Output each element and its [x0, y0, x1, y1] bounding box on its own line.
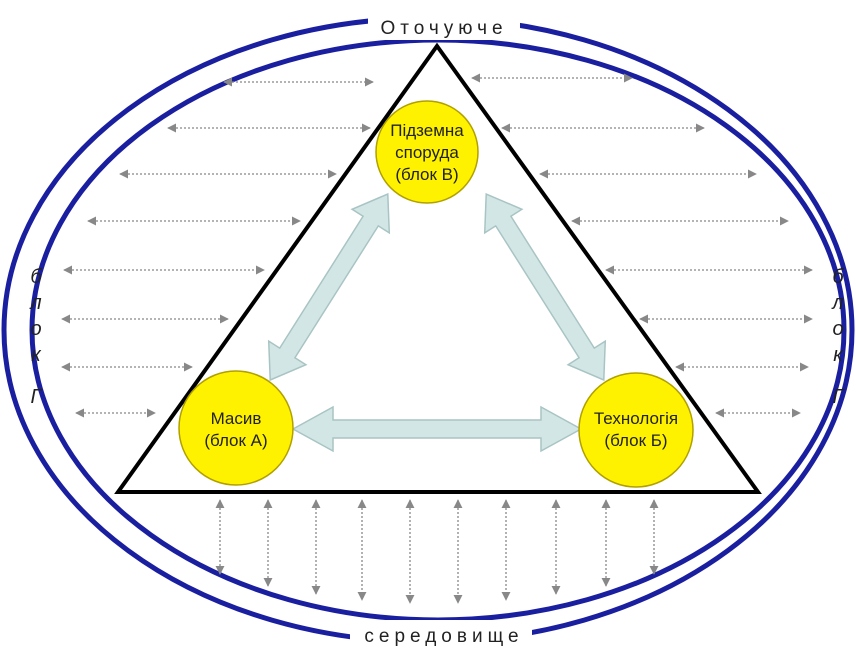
node-right: Технологія (блок Б)	[578, 372, 694, 488]
node-left-line2: (блок А)	[204, 431, 267, 450]
left-letter-5: Г	[31, 386, 44, 408]
left-letter-2: л	[29, 292, 41, 314]
node-right-line1: Технологія	[594, 409, 678, 428]
node-top: Підземна споруда (блок В)	[375, 100, 479, 204]
left-letter-1: б	[30, 266, 42, 288]
right-letter-3: о	[832, 318, 843, 340]
node-left-line1: Масив	[211, 409, 262, 428]
node-top-circle	[375, 100, 479, 204]
node-top-line1: Підземна	[390, 121, 464, 140]
right-letter-5: Г	[833, 386, 846, 408]
environment-bottom-label: середовище	[364, 626, 523, 647]
bottom-label-mask	[350, 620, 532, 648]
big-arrow-top-left	[267, 192, 391, 382]
top-label-mask	[368, 14, 520, 40]
node-left-circle	[178, 370, 294, 486]
main-triangle	[114, 42, 762, 494]
environment-top-label: Оточуюче	[380, 18, 507, 39]
node-top-line3: (блок В)	[395, 165, 458, 184]
big-arrow-top-right	[483, 192, 607, 382]
left-side-arrows	[61, 77, 374, 418]
big-arrows	[267, 192, 607, 453]
node-top-line2: споруда	[395, 143, 459, 162]
right-letter-2: л	[831, 292, 843, 314]
left-vertical-label: б л о к Г	[29, 266, 43, 408]
left-letter-4: к	[31, 344, 42, 366]
right-side-arrows	[471, 73, 813, 418]
right-vertical-label: б л о к Г	[831, 266, 845, 408]
node-left: Масив (блок А)	[178, 370, 294, 486]
node-right-line2: (блок Б)	[604, 431, 667, 450]
right-letter-1: б	[832, 266, 844, 288]
big-arrow-bottom	[291, 405, 583, 453]
bottom-arrows	[215, 499, 659, 604]
right-letter-4: к	[833, 344, 844, 366]
left-letter-3: о	[30, 318, 41, 340]
node-right-circle	[578, 372, 694, 488]
